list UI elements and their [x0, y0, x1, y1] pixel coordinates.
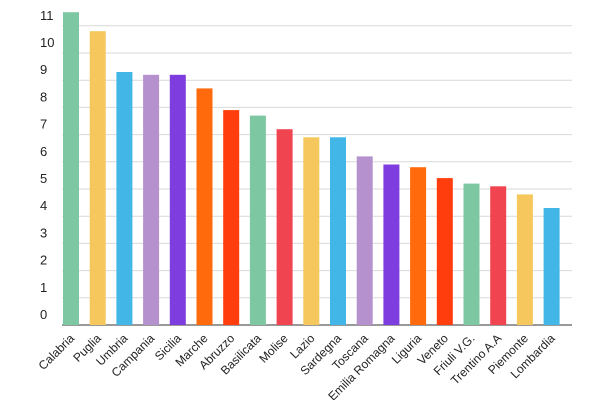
- bar-lombardia: [543, 208, 560, 325]
- y-tick-label: 7: [40, 117, 47, 132]
- y-tick-label: 4: [40, 198, 47, 213]
- y-tick-label: 2: [40, 253, 47, 268]
- y-tick-label: 9: [40, 62, 47, 77]
- bar-toscana: [356, 156, 373, 325]
- x-category-label: Calabria: [36, 331, 78, 373]
- bar-calabria: [63, 12, 79, 325]
- bar-basilicata: [249, 115, 266, 325]
- bar-marche: [196, 88, 213, 326]
- bar-sicilia: [169, 74, 186, 325]
- bar-trentino-a-a: [490, 186, 507, 325]
- y-tick-label: 10: [40, 35, 54, 50]
- bar-layer: [63, 12, 560, 326]
- x-category-label: Molise: [256, 331, 291, 366]
- y-tick-label: 1: [40, 280, 47, 295]
- bar-piemonte: [516, 194, 533, 325]
- y-tick-label: 8: [40, 89, 47, 104]
- bar-emilia-romagna: [383, 164, 400, 325]
- y-tick-label: 6: [40, 144, 47, 159]
- y-tick-label: 3: [40, 225, 47, 240]
- bar-veneto: [436, 178, 453, 325]
- bar-campania: [143, 74, 160, 325]
- bar-sardegna: [330, 137, 346, 325]
- x-axis-labels: CalabriaPugliaUmbriaCampaniaSiciliaMarch…: [36, 331, 558, 403]
- bar-friuli-v-g: [463, 183, 480, 325]
- y-tick-label: 5: [40, 171, 47, 186]
- bar-abruzzo: [223, 110, 240, 325]
- y-tick-label: 11: [40, 8, 54, 23]
- bar-umbria: [116, 72, 133, 325]
- bar-molise: [276, 129, 293, 325]
- y-axis-ticks: 0 1 2 3 4 5 6 7 8 9 10 11: [40, 8, 54, 322]
- bar-puglia: [89, 31, 106, 325]
- bar-liguria: [410, 167, 427, 325]
- bar-lazio: [303, 137, 320, 325]
- y-tick-label: 0: [40, 307, 47, 322]
